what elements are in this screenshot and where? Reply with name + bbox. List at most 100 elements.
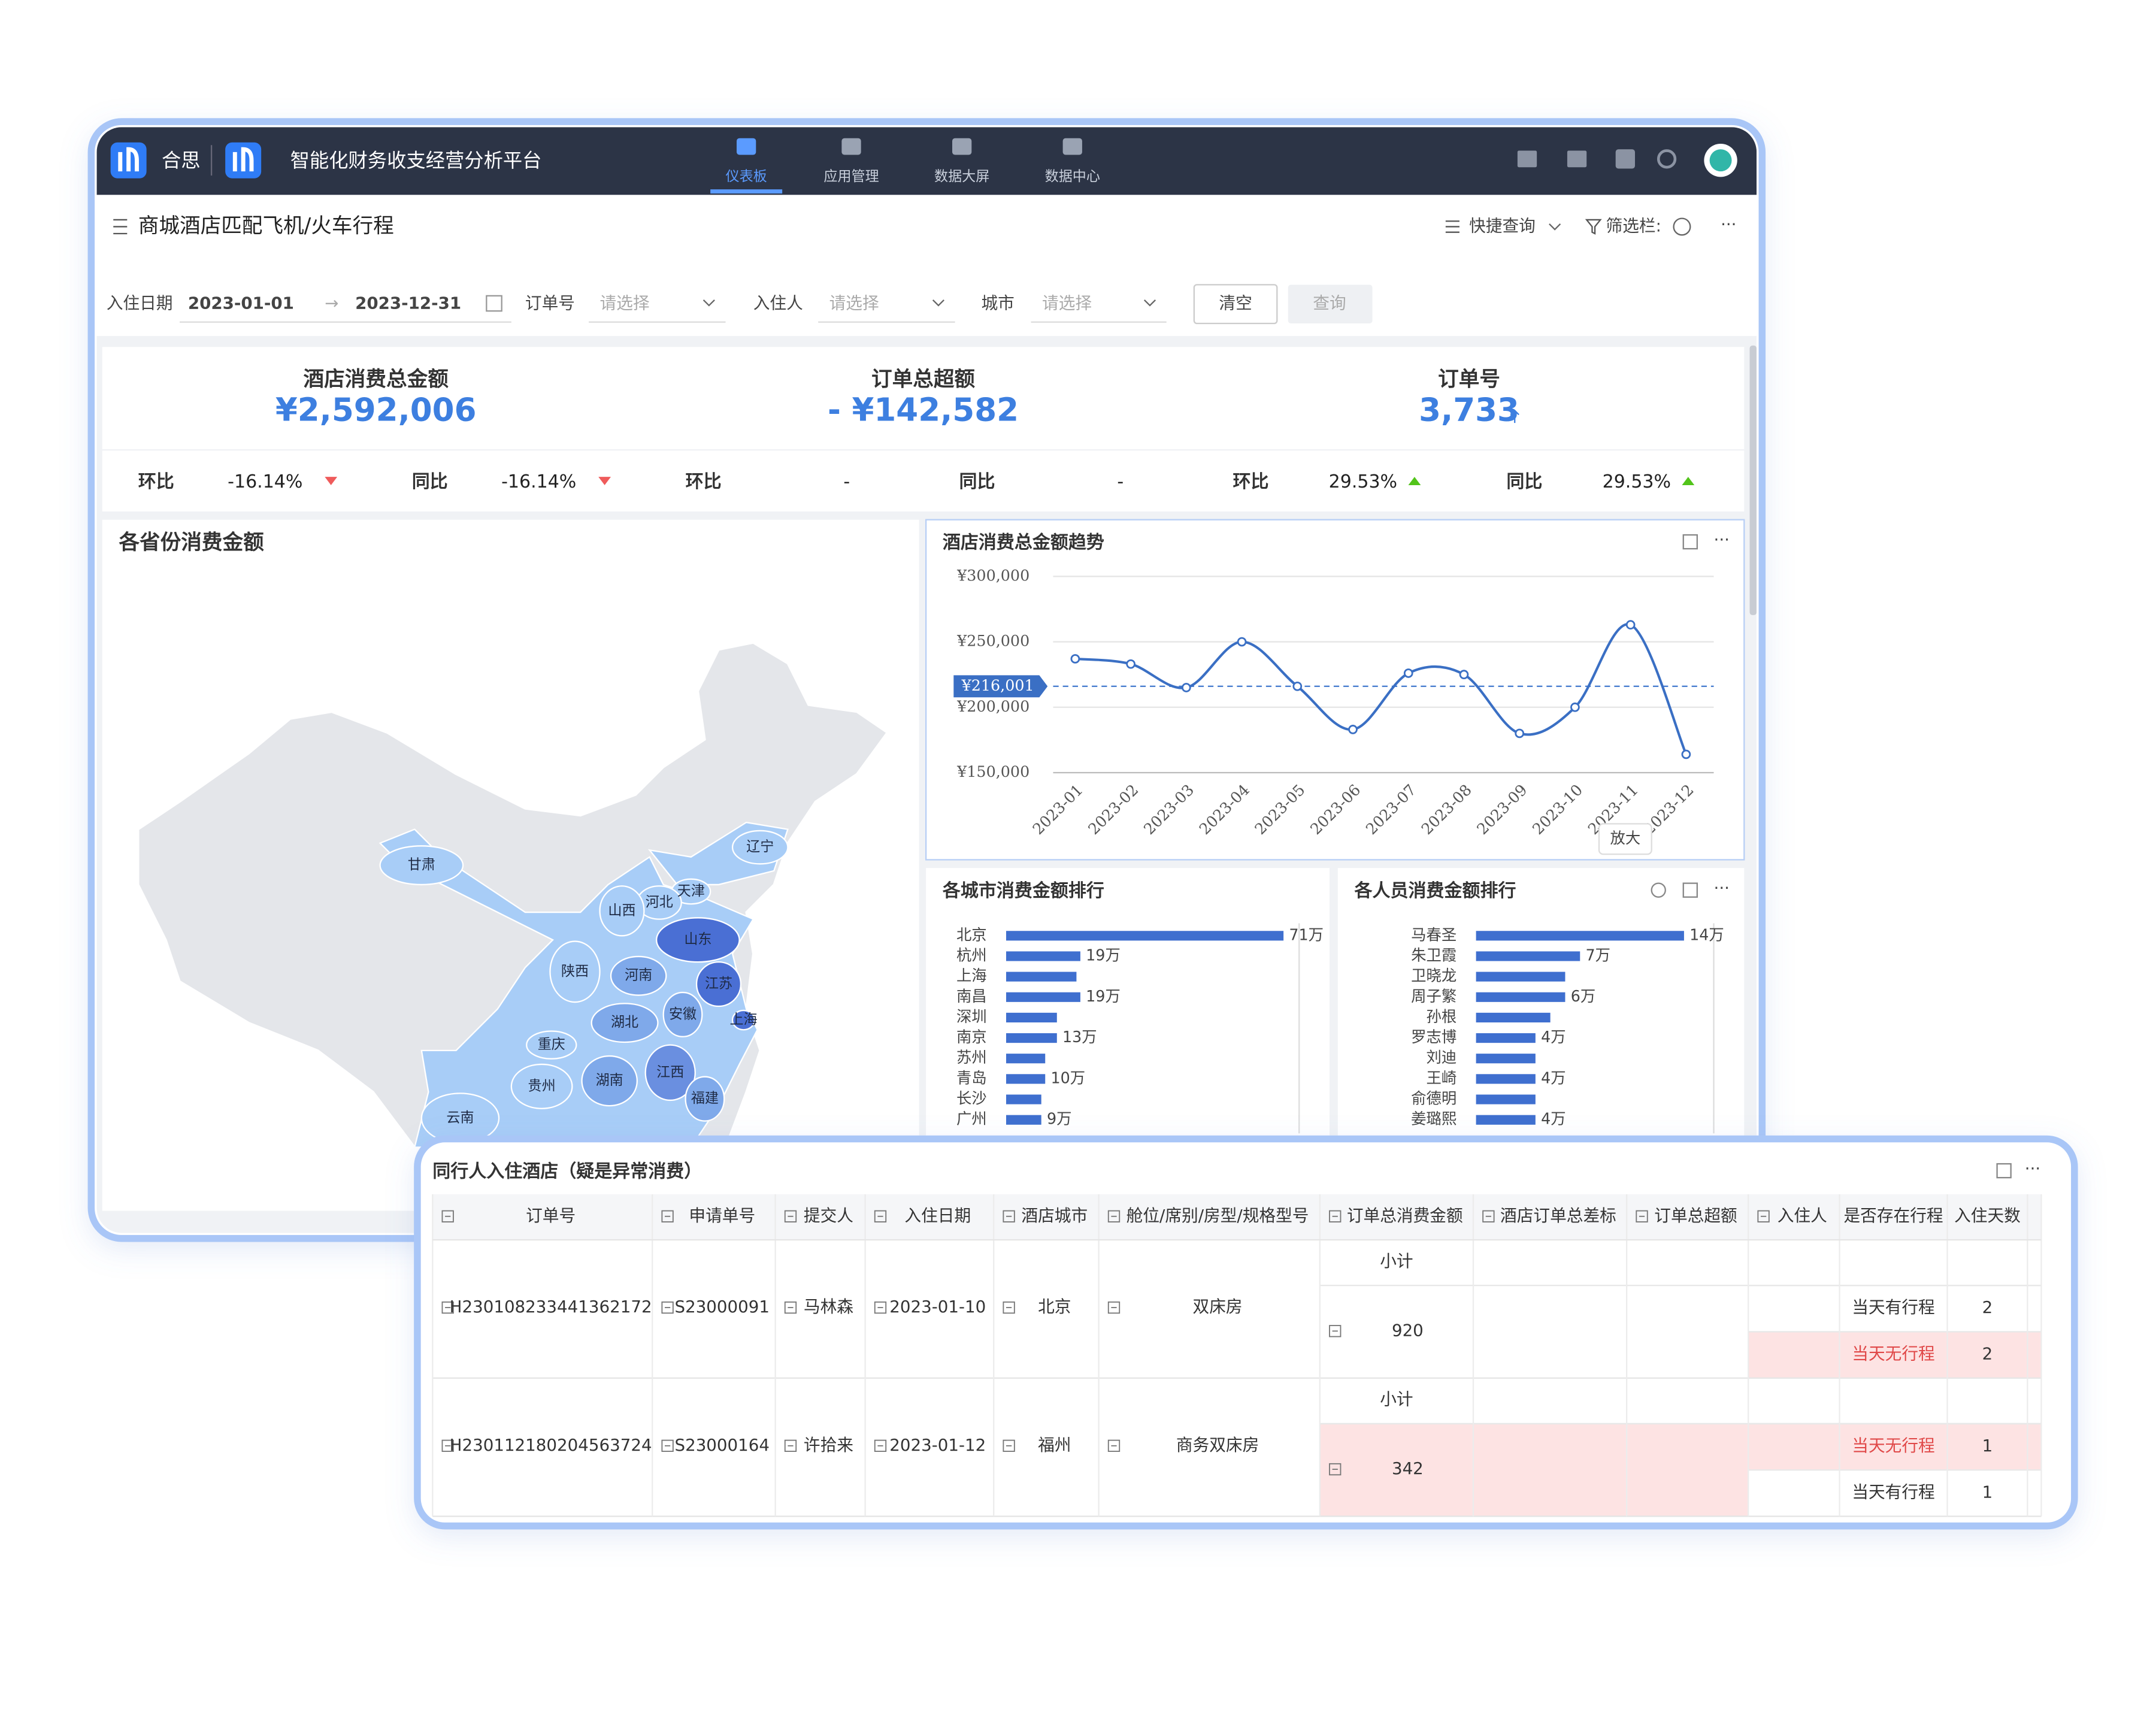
expand-icon[interactable] [661, 1301, 674, 1314]
bar[interactable] [1006, 1115, 1041, 1125]
expand-icon[interactable] [1329, 1463, 1342, 1476]
bar[interactable] [1476, 931, 1684, 941]
icon[interactable] [1682, 882, 1698, 898]
bar[interactable] [1006, 1054, 1046, 1064]
province[interactable] [610, 955, 667, 996]
filter-bar[interactable]: 筛选栏: [1606, 216, 1661, 235]
top-bar [96, 127, 1757, 195]
bar[interactable] [1006, 1033, 1057, 1043]
province[interactable] [526, 1030, 577, 1060]
category-label: 上海 [956, 967, 987, 985]
more[interactable]: ··· [1721, 214, 1736, 234]
nav-icon[interactable] [1062, 138, 1082, 155]
province[interactable] [510, 1063, 573, 1109]
bar[interactable] [1476, 951, 1580, 961]
expand-icon[interactable] [1107, 1439, 1121, 1452]
bar[interactable] [1476, 1074, 1536, 1084]
expand-icon[interactable] [784, 1301, 797, 1314]
bar[interactable] [1476, 992, 1565, 1002]
toggle-icon[interactable] [1673, 217, 1691, 236]
bar[interactable] [1006, 1074, 1046, 1084]
bar[interactable] [1006, 992, 1080, 1002]
point[interactable] [1403, 668, 1413, 678]
province[interactable] [379, 845, 464, 886]
expand-icon[interactable] [441, 1439, 454, 1452]
bar[interactable] [1006, 1094, 1041, 1104]
bar[interactable] [1476, 1115, 1536, 1125]
province[interactable] [549, 940, 601, 1003]
icon[interactable] [1615, 149, 1635, 169]
expand-icon[interactable] [1482, 1210, 1495, 1222]
point[interactable] [1070, 654, 1080, 664]
point[interactable] [1681, 749, 1691, 759]
nav-icon[interactable] [952, 138, 972, 155]
clear-button[interactable] [1193, 284, 1278, 325]
icon[interactable] [1996, 1163, 2012, 1179]
expand-icon[interactable] [661, 1210, 674, 1222]
quick-query[interactable]: 快捷查询 [1469, 216, 1536, 235]
expand-icon[interactable] [441, 1210, 454, 1222]
province[interactable] [731, 830, 789, 865]
expand-icon[interactable] [441, 1301, 454, 1314]
bar[interactable] [1476, 1094, 1536, 1104]
expand-icon[interactable] [874, 1439, 887, 1452]
province[interactable] [695, 961, 742, 1007]
expand-icon[interactable] [1757, 1210, 1770, 1222]
nav-icon[interactable] [737, 138, 756, 155]
bar[interactable] [1006, 931, 1284, 941]
menu-icon[interactable] [113, 219, 128, 235]
icon[interactable] [1682, 534, 1698, 550]
province[interactable] [591, 1003, 659, 1043]
expand-icon[interactable] [1636, 1210, 1648, 1222]
expand-icon[interactable] [1107, 1210, 1121, 1222]
expand-icon[interactable] [1329, 1325, 1342, 1337]
more[interactable]: ··· [2025, 1158, 2040, 1178]
date-end[interactable]: 2023-12-31 [355, 293, 461, 313]
expand-icon[interactable] [1003, 1439, 1015, 1452]
expand-icon[interactable] [784, 1210, 797, 1222]
province[interactable] [655, 917, 740, 963]
point[interactable] [1348, 725, 1358, 734]
point[interactable] [1625, 620, 1636, 630]
more[interactable]: ··· [1714, 878, 1730, 898]
search-icon[interactable] [1657, 149, 1677, 169]
nav-icon[interactable] [841, 138, 861, 155]
point[interactable] [1181, 683, 1191, 692]
expand-icon[interactable] [1107, 1301, 1121, 1314]
point[interactable] [1570, 702, 1580, 712]
bar[interactable] [1006, 972, 1077, 982]
expand-icon[interactable] [1329, 1210, 1342, 1222]
province[interactable] [644, 1044, 696, 1101]
point[interactable] [1515, 728, 1525, 739]
bar[interactable] [1476, 1054, 1536, 1064]
query-button[interactable] [1288, 285, 1373, 323]
point[interactable] [1459, 670, 1469, 680]
bar[interactable] [1006, 951, 1080, 961]
bar[interactable] [1006, 1012, 1057, 1022]
expand-icon[interactable] [784, 1439, 797, 1452]
info-icon[interactable] [1651, 882, 1666, 898]
bar[interactable] [1476, 1033, 1536, 1043]
more[interactable]: ··· [1714, 529, 1730, 549]
date-start[interactable]: 2023-01-01 [188, 293, 294, 313]
expand-icon[interactable] [874, 1210, 887, 1222]
point[interactable] [1126, 659, 1135, 669]
point[interactable] [1237, 637, 1247, 647]
clear-label[interactable]: 清空 [1219, 293, 1252, 313]
icon[interactable] [1517, 150, 1537, 168]
icon[interactable] [1567, 150, 1587, 168]
province[interactable] [731, 1009, 756, 1031]
province[interactable] [662, 991, 703, 1037]
calendar-icon[interactable] [486, 295, 502, 312]
expand-icon[interactable] [1003, 1210, 1015, 1222]
point[interactable] [1292, 681, 1303, 691]
expand-icon[interactable] [1003, 1301, 1015, 1314]
province[interactable] [581, 1055, 638, 1107]
bar[interactable] [1476, 972, 1565, 982]
expand-icon[interactable] [874, 1301, 887, 1314]
bar[interactable] [1476, 1012, 1551, 1022]
province[interactable] [685, 1076, 725, 1122]
expand-icon[interactable] [661, 1439, 674, 1452]
query-label[interactable]: 查询 [1313, 293, 1346, 313]
province[interactable] [599, 885, 645, 937]
